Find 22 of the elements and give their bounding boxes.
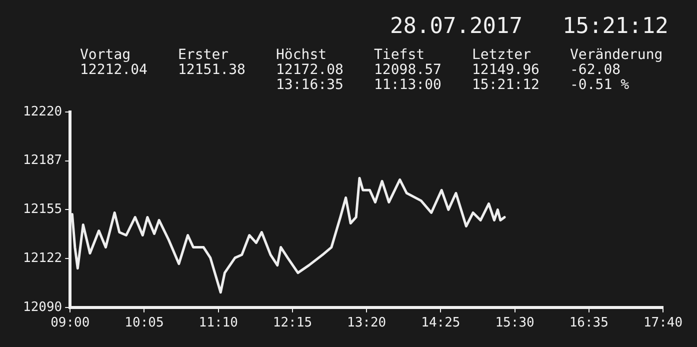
x-tick-label: 12:15 xyxy=(272,316,312,331)
y-tick-label: 12220 xyxy=(22,104,62,120)
y-tick-label: 12155 xyxy=(22,202,62,218)
y-tick-label: 12187 xyxy=(22,153,62,168)
x-tick-label: 10:05 xyxy=(124,316,164,331)
chart-title: 28.07.2017 xyxy=(390,14,522,39)
chart-subtitle: 15:21:12 xyxy=(562,14,668,39)
text: Vortag 12212.04 xyxy=(80,47,148,80)
x-tick-label: 15:30 xyxy=(495,316,534,331)
text: Veränderung -62.08 -0.51 % xyxy=(570,47,664,93)
text: Letzter 12149.96 15:21:12 xyxy=(472,47,540,93)
text: Höchst 12172.08 13:16:35 xyxy=(276,47,344,93)
x-tick-label: 16:35 xyxy=(569,316,608,331)
text: Erster 12151.38 xyxy=(178,47,246,80)
text: Tiefst 12098.57 11:13:00 xyxy=(374,47,442,93)
y-tick-label: 12090 xyxy=(22,300,62,315)
x-tick-label: 13:20 xyxy=(346,316,386,331)
x-tick-label: 17:40 xyxy=(643,316,683,331)
x-tick-label: 09:00 xyxy=(50,316,90,331)
x-tick-label: 14:25 xyxy=(421,316,460,331)
x-tick-label: 11:10 xyxy=(198,316,238,331)
y-tick-label: 12122 xyxy=(22,250,62,266)
